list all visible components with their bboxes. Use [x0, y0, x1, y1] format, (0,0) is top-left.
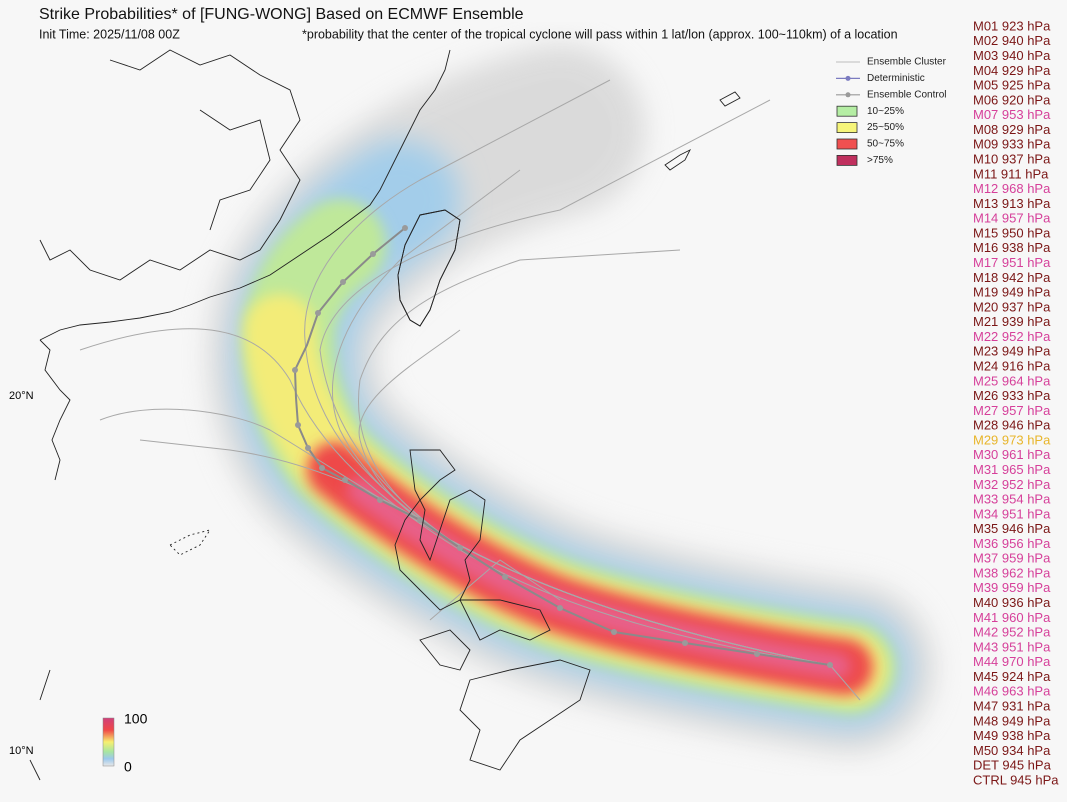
- member-pressure: M15 950 hPa: [973, 225, 1051, 240]
- colorbar: [102, 717, 115, 767]
- member-pressure: CTRL 945 hPa: [973, 772, 1059, 787]
- member-pressure: M14 957 hPa: [973, 211, 1051, 226]
- member-pressure: M42 952 hPa: [973, 625, 1051, 640]
- control-track: [292, 225, 833, 668]
- legend-dot: [845, 92, 851, 98]
- member-pressure: M33 954 hPa: [973, 492, 1051, 507]
- init-time: Init Time: 2025/11/08 00Z: [39, 27, 180, 41]
- member-pressure: M01 923 hPa: [973, 18, 1051, 33]
- member-pressure: M30 961 hPa: [973, 447, 1051, 462]
- legend: Ensemble Cluster Deterministic Ensemble Co…: [836, 57, 947, 166]
- member-pressure: M28 946 hPa: [973, 418, 1051, 433]
- member-pressure: M18 942 hPa: [973, 270, 1051, 285]
- member-pressure: M19 949 hPa: [973, 285, 1051, 300]
- member-pressure: M40 936 hPa: [973, 595, 1051, 610]
- member-pressure: M10 937 hPa: [973, 151, 1051, 166]
- member-pressure: M25 964 hPa: [973, 373, 1051, 388]
- coastlines: [29, 49, 741, 781]
- member-pressure: M11 911 hPa: [973, 166, 1049, 181]
- lat-label: 20°N: [9, 390, 34, 402]
- member-pressure: M43 951 hPa: [973, 639, 1051, 654]
- member-pressure: M31 965 hPa: [973, 462, 1051, 477]
- member-pressure: M27 957 hPa: [973, 403, 1051, 418]
- title: Strike Probabilities* of [FUNG-WONG] Bas…: [39, 6, 524, 23]
- member-pressure: M46 963 hPa: [973, 684, 1051, 699]
- member-pressure: M41 960 hPa: [973, 610, 1051, 625]
- member-pressure: M26 933 hPa: [973, 388, 1051, 403]
- legend-label: 50~75%: [867, 139, 904, 150]
- member-pressure: M32 952 hPa: [973, 477, 1051, 492]
- member-pressure: M35 946 hPa: [973, 521, 1051, 536]
- member-pressure: DET 945 hPa: [973, 758, 1052, 773]
- member-pressure: M50 934 hPa: [973, 743, 1051, 758]
- colorbar-max: 100: [124, 711, 148, 727]
- member-pressure: M48 949 hPa: [973, 713, 1051, 728]
- member-pressure: M09 933 hPa: [973, 137, 1051, 152]
- member-pressure: M12 968 hPa: [973, 181, 1051, 196]
- footnote: *probability that the center of the trop…: [302, 27, 898, 41]
- legend-swatch: [836, 105, 858, 117]
- probability-swath: [208, 45, 935, 753]
- legend-label: Ensemble Cluster: [867, 57, 947, 68]
- member-pressure: M07 953 hPa: [973, 107, 1051, 122]
- member-pressure: M20 937 hPa: [973, 299, 1051, 314]
- legend-label: Ensemble Control: [867, 89, 946, 100]
- member-pressure: M13 913 hPa: [973, 196, 1051, 211]
- member-pressure: M05 925 hPa: [973, 78, 1051, 93]
- member-pressure: M34 951 hPa: [973, 506, 1051, 521]
- lat-label: 10°N: [9, 745, 34, 757]
- legend-swatch: [836, 138, 858, 150]
- member-pressure: M23 949 hPa: [973, 344, 1051, 359]
- member-pressure: M39 959 hPa: [973, 580, 1051, 595]
- member-pressure: M38 962 hPa: [973, 565, 1051, 580]
- member-pressure: M02 940 hPa: [973, 33, 1051, 48]
- legend-label: >75%: [867, 155, 893, 166]
- member-pressure: M03 940 hPa: [973, 48, 1051, 63]
- member-pressure: M47 931 hPa: [973, 699, 1051, 714]
- legend-label: Deterministic: [867, 73, 925, 84]
- member-pressure: M08 929 hPa: [973, 122, 1051, 137]
- member-pressure: M04 929 hPa: [973, 63, 1051, 78]
- member-pressure: M06 920 hPa: [973, 92, 1051, 107]
- legend-label: 25~50%: [867, 122, 904, 133]
- annotations: Strike Probabilities* of [FUNG-WONG] Bas…: [9, 6, 898, 774]
- member-pressure: M17 951 hPa: [973, 255, 1051, 270]
- member-pressure: M37 959 hPa: [973, 551, 1051, 566]
- legend-label: 10~25%: [867, 106, 904, 117]
- member-pressure: M22 952 hPa: [973, 329, 1051, 344]
- member-pressure: M49 938 hPa: [973, 728, 1051, 743]
- colorbar-min: 0: [124, 759, 132, 775]
- member-pressure: M24 916 hPa: [973, 358, 1051, 373]
- legend-swatch: [836, 122, 858, 133]
- member-pressure: M21 939 hPa: [973, 314, 1051, 329]
- member-pressure: M16 938 hPa: [973, 240, 1051, 255]
- legend-dot: [845, 75, 851, 81]
- member-pressure: M44 970 hPa: [973, 654, 1051, 669]
- member-pressure: M45 924 hPa: [973, 669, 1051, 684]
- legend-swatch: [836, 154, 858, 166]
- member-pressure: M36 956 hPa: [973, 536, 1051, 551]
- member-pressure: M29 973 hPa: [973, 432, 1051, 447]
